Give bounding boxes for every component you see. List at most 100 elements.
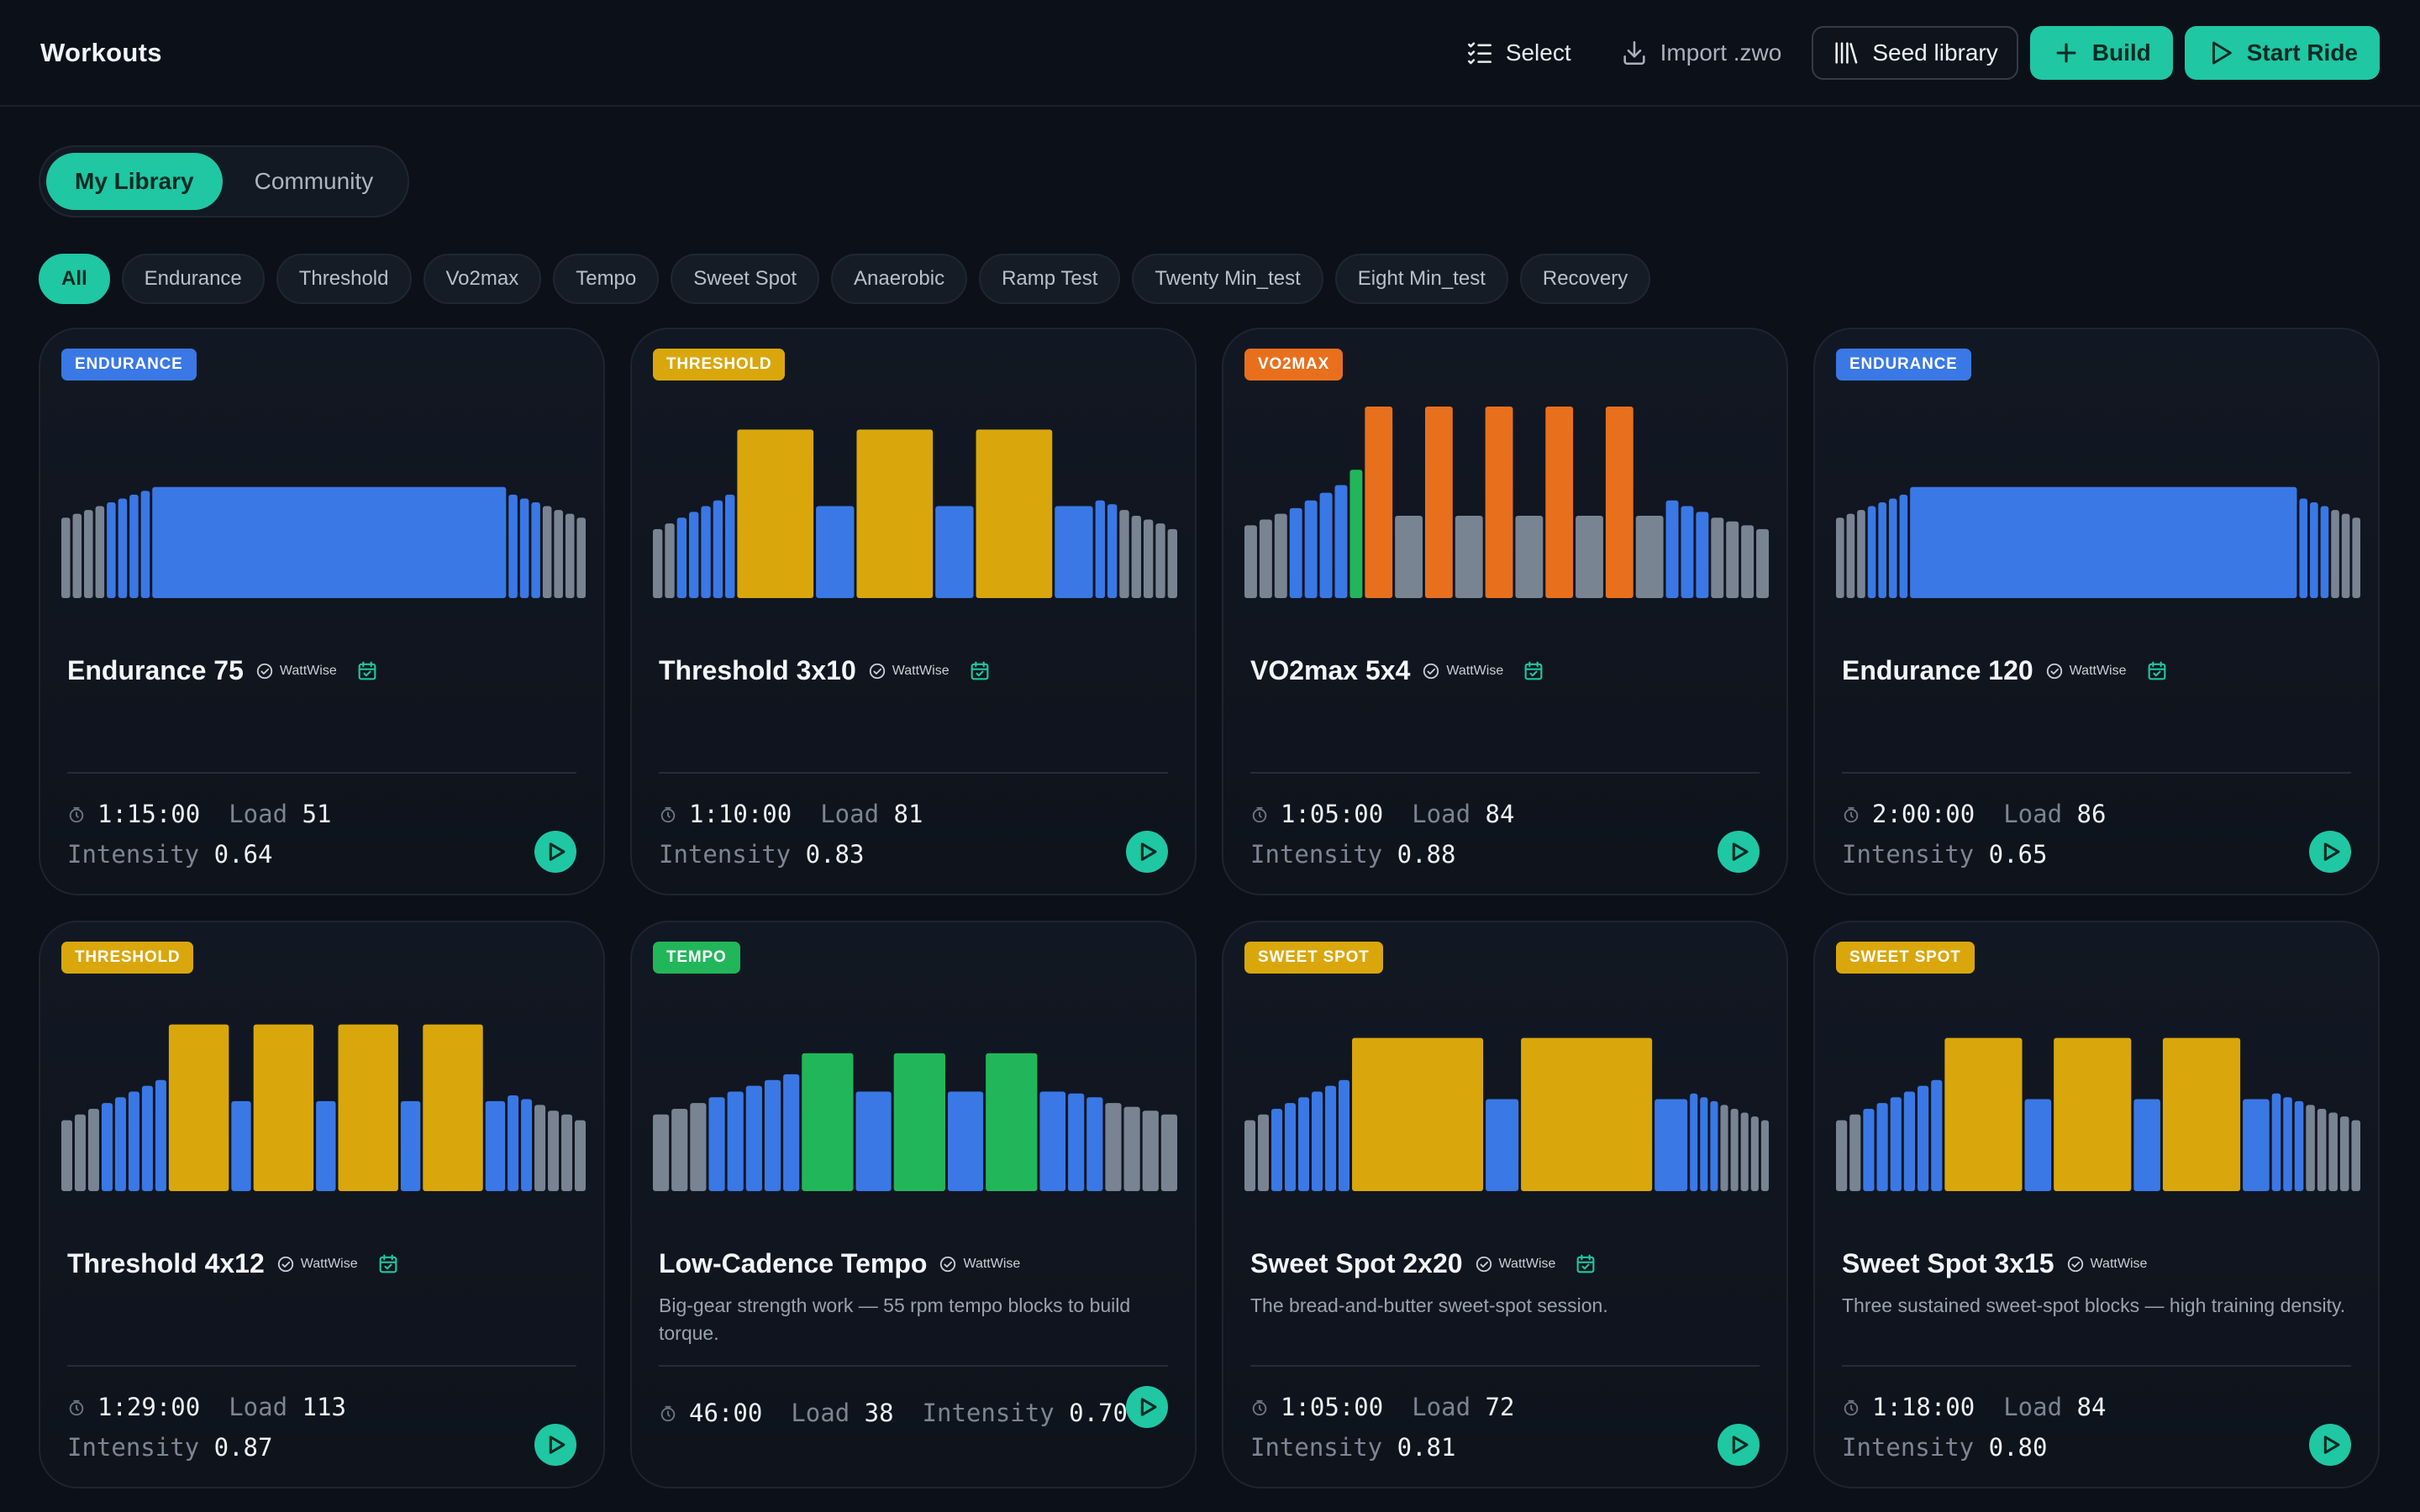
start-workout-button[interactable]: [1718, 831, 1760, 873]
title-row: Threshold 4x12 WattWise: [67, 1248, 400, 1279]
filter-chip-ramp-test[interactable]: Ramp Test: [979, 254, 1121, 304]
calendar-scheduled-icon[interactable]: [2145, 659, 2169, 683]
workout-profile-chart: [1836, 486, 2360, 598]
interval-bar: [653, 1114, 670, 1191]
start-workout-button[interactable]: [1126, 1386, 1168, 1428]
interval-bar: [1690, 1093, 1698, 1191]
intensity-label: Intensity: [659, 840, 806, 869]
workout-card[interactable]: THRESHOLD Threshold 3x10 WattWise 1:10:00 Lo…: [630, 328, 1197, 895]
interval-bar: [708, 1097, 725, 1191]
filter-chip-sweet-spot[interactable]: Sweet Spot: [671, 254, 820, 304]
start-workout-button[interactable]: [1718, 1424, 1760, 1466]
interval-bar: [1711, 517, 1724, 598]
calendar-scheduled-icon[interactable]: [376, 1252, 400, 1276]
interval-bar: [1710, 1100, 1718, 1191]
interval-bar: [1849, 1114, 1861, 1191]
start-workout-button[interactable]: [2309, 831, 2351, 873]
interval-bar: [701, 506, 711, 598]
calendar-scheduled-icon[interactable]: [968, 659, 992, 683]
filter-chip-anaerobic[interactable]: Anaerobic: [831, 254, 968, 304]
stats-line: Intensity 0.87: [67, 1427, 504, 1467]
play-icon: [549, 843, 566, 861]
interval-bar: [508, 1095, 519, 1191]
start-workout-button[interactable]: [1126, 831, 1168, 873]
interval-bar: [1167, 528, 1177, 598]
start-workout-button[interactable]: [2309, 1424, 2351, 1466]
filter-chip-vo2max[interactable]: Vo2max: [423, 254, 542, 304]
start-ride-button[interactable]: Start Ride: [2184, 25, 2380, 80]
load-label: Load: [1412, 1393, 1486, 1421]
interval-bar: [1665, 500, 1679, 598]
interval-bar: [2271, 1093, 2281, 1191]
interval-bar: [1298, 1097, 1310, 1191]
duration-value: 1:05:00: [1281, 1393, 1384, 1421]
filter-chip-twenty-min-test[interactable]: Twenty Min_test: [1132, 254, 1323, 304]
workout-card[interactable]: SWEET SPOT Sweet Spot 2x20 WattWise The bre…: [1222, 921, 1788, 1488]
load-label: Load: [820, 800, 894, 828]
author-tag: WattWise: [2045, 662, 2127, 680]
timer-icon: [69, 806, 84, 823]
workout-card[interactable]: ENDURANCE Endurance 75 WattWise 1:15:00 Load…: [39, 328, 605, 895]
interval-bar: [1334, 485, 1348, 598]
interval-bar: [1681, 506, 1694, 598]
timer-icon: [1844, 806, 1859, 823]
interval-bar: [118, 498, 128, 598]
interval-bar: [986, 1053, 1038, 1191]
interval-bar: [1846, 513, 1855, 598]
filter-chip-threshold[interactable]: Threshold: [276, 254, 412, 304]
workout-description: The bread-and-butter sweet-spot session.: [1250, 1294, 1608, 1316]
intensity-value: 0.65: [1988, 840, 2048, 869]
interval-bar: [1039, 1091, 1066, 1191]
verified-check-icon: [256, 663, 273, 679]
author-name: WattWise: [1498, 1256, 1556, 1271]
start-workout-button[interactable]: [534, 831, 576, 873]
intensity-label: Intensity: [1250, 840, 1397, 869]
segment-my-library[interactable]: My Library: [46, 153, 223, 210]
author-tag: WattWise: [2066, 1255, 2148, 1273]
segment-community[interactable]: Community: [254, 168, 374, 194]
interval-bar: [1160, 1114, 1177, 1191]
workout-profile-chart: [1836, 1037, 2360, 1191]
title-row: Threshold 3x10 WattWise: [659, 655, 992, 686]
calendar-scheduled-icon[interactable]: [1522, 659, 1545, 683]
interval-bar: [1863, 1108, 1875, 1191]
author-tag: WattWise: [868, 662, 950, 680]
category-badge: SWEET SPOT: [1836, 942, 1975, 974]
load-value: 84: [1485, 800, 1515, 828]
interval-bar: [519, 498, 529, 598]
load-value: 81: [893, 800, 923, 828]
workout-stats: 1:05:00 Load 72 Intensity 0.81: [1250, 1387, 1687, 1467]
workout-card[interactable]: TEMPO Low-Cadence Tempo WattWise Big-gear s…: [630, 921, 1197, 1488]
workout-title: Sweet Spot 2x20: [1250, 1248, 1463, 1278]
seed-library-button[interactable]: Seed library: [1812, 25, 2018, 80]
author-name: WattWise: [2090, 1256, 2148, 1271]
workout-card[interactable]: VO2MAX VO2max 5x4 WattWise 1:05:00 Load 84 In…: [1222, 328, 1788, 895]
title-row: Endurance 75 WattWise: [67, 655, 379, 686]
divider: [659, 772, 1168, 774]
build-button[interactable]: Build: [2029, 25, 2173, 80]
select-button[interactable]: Select: [1447, 26, 1590, 80]
workout-card[interactable]: THRESHOLD Threshold 4x12 WattWise 1:29:00 Lo…: [39, 921, 605, 1488]
category-badge: SWEET SPOT: [1244, 942, 1383, 974]
header-actions: Select Import .zwo Seed library Build St…: [1447, 25, 2380, 80]
stats-line: 1:18:00 Load 84: [1842, 1387, 2279, 1427]
filter-chip-tempo[interactable]: Tempo: [553, 254, 660, 304]
category-badge: TEMPO: [653, 942, 740, 974]
import-zwo-button[interactable]: Import .zwo: [1602, 26, 1801, 80]
start-workout-button[interactable]: [534, 1424, 576, 1466]
interval-bar: [531, 502, 540, 598]
interval-bar: [1836, 517, 1844, 598]
interval-bar: [1395, 515, 1423, 598]
workout-card[interactable]: SWEET SPOT Sweet Spot 3x15 WattWise Three s…: [1813, 921, 2380, 1488]
workout-card[interactable]: ENDURANCE Endurance 120 WattWise 2:00:00 Loa…: [1813, 328, 2380, 895]
filter-chip-all[interactable]: All: [39, 254, 110, 304]
interval-bar: [1605, 407, 1634, 598]
calendar-scheduled-icon[interactable]: [1574, 1252, 1597, 1276]
workout-title: Sweet Spot 3x15: [1842, 1248, 2054, 1278]
filter-chip-endurance[interactable]: Endurance: [121, 254, 265, 304]
calendar-scheduled-icon[interactable]: [355, 659, 379, 683]
interval-bar: [141, 1085, 153, 1191]
filter-chip-eight-min-test[interactable]: Eight Min_test: [1334, 254, 1508, 304]
filter-chip-recovery[interactable]: Recovery: [1519, 254, 1651, 304]
interval-bar: [1899, 494, 1908, 598]
